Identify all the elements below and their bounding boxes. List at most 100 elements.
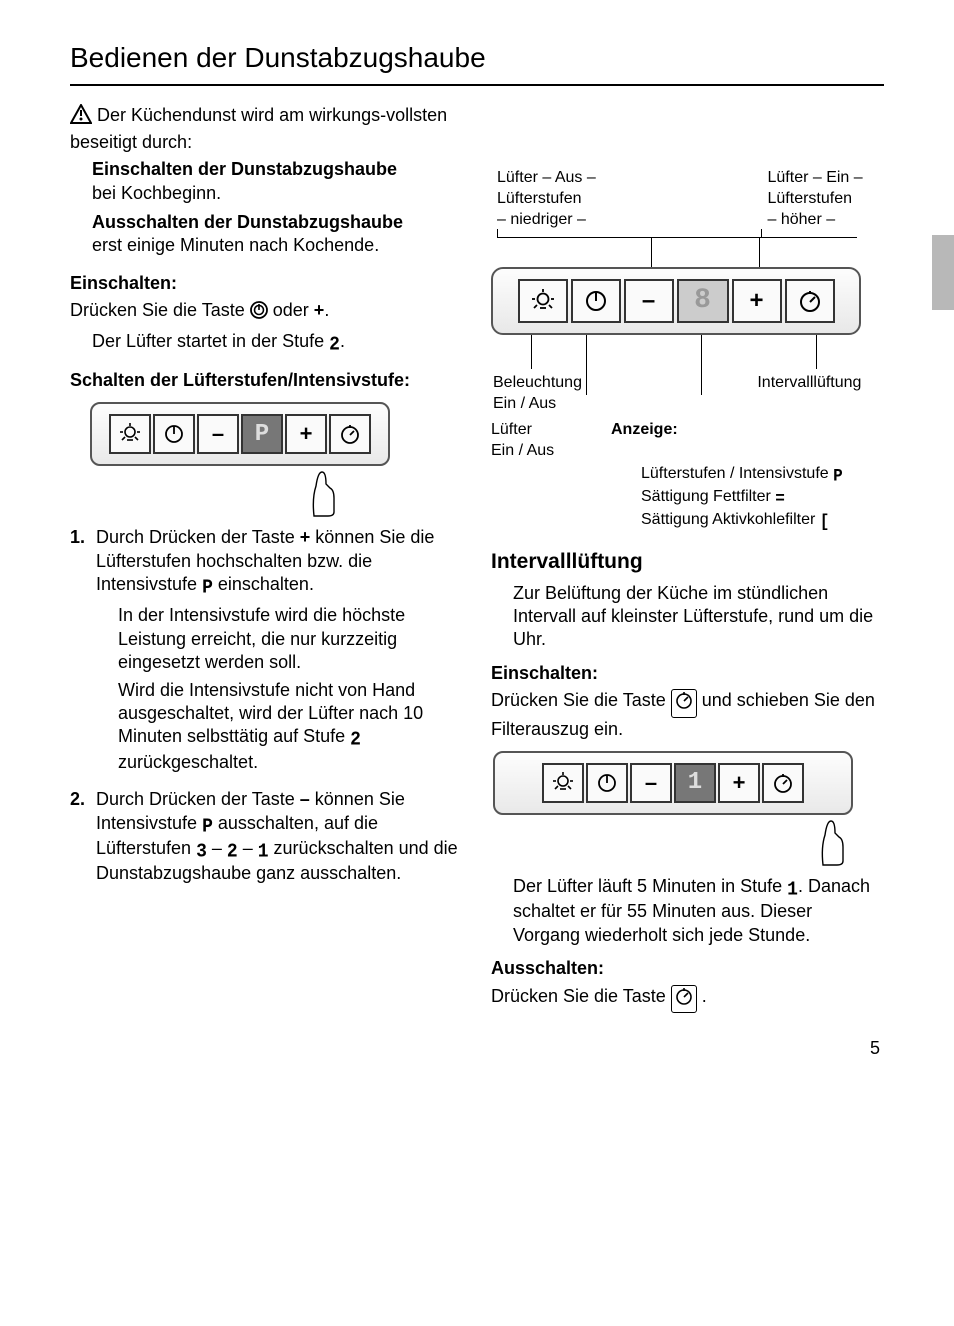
intro-item-1: Einschalten der Dunstabzugshaube bei Koc… (92, 158, 463, 205)
intervall-aus-line: Drücken Sie die Taste . (491, 985, 884, 1013)
control-panel: – 8 + (491, 267, 861, 335)
step-2: 2. Durch Drücken der Taste – können Sie … (70, 788, 463, 886)
seg-digit: 2 (350, 728, 361, 754)
text: Lüfter (491, 421, 532, 438)
text: Wird die Intensivstufe nicht von Hand au… (118, 680, 423, 747)
text: Der Lüfter läuft 5 Minuten in Stufe (513, 876, 787, 896)
plus-button: + (718, 763, 760, 803)
timer-button (785, 279, 835, 323)
anzeige-row-3: Sättigung Aktivkohlefilter [ (641, 510, 884, 531)
step-1-para-b: Wird die Intensivstufe nicht von Hand au… (118, 679, 463, 775)
seg-digit: 2 (329, 332, 340, 358)
seg-digit: 3 (196, 840, 207, 866)
text: Der Lüfter startet in der Stufe (92, 331, 329, 351)
text: – (207, 838, 227, 858)
step-1-para-a: In der Intensivstufe wird die höchste Le… (118, 604, 463, 674)
page-title: Bedienen der Dunstabzugshaube (70, 40, 884, 86)
text: Durch Drücken der Taste (96, 527, 300, 547)
anzeige-row-1: Lüfterstufen / Intensivstufe P (641, 464, 884, 485)
seg-symbol: [ (820, 511, 830, 534)
text: Sättigung Aktivkohlefilter (641, 511, 820, 528)
intro-item-2-bold: Ausschalten der Dunstabzugshaube (92, 212, 403, 232)
label-interval: Intervalllüftung (695, 369, 884, 415)
text: – höher – (768, 211, 836, 228)
power-button (586, 763, 628, 803)
warning-icon (70, 104, 92, 130)
intro-item-2-rest: erst einige Minuten nach Kochende. (92, 235, 379, 255)
step-1: 1. Durch Drücken der Taste + können Sie … (70, 526, 463, 778)
minus-button: – (630, 763, 672, 803)
control-panel-illustration: – P + (90, 402, 390, 466)
text: Ein / Aus (491, 442, 554, 459)
einschalten-line2: Der Lüfter startet in der Stufe 2. (92, 330, 463, 355)
seg-symbol: P (833, 465, 843, 488)
light-button (518, 279, 568, 323)
thumb-index-tab (932, 235, 954, 310)
text: . (340, 331, 345, 351)
text: – (238, 838, 258, 858)
plus-button: + (285, 414, 327, 454)
label-light: Beleuchtung Ein / Aus (491, 369, 695, 415)
text: Lüfterstufen (497, 190, 582, 207)
page-number: 5 (70, 1037, 884, 1060)
einschalten-line1: Drücken Sie die Taste oder +. (70, 299, 463, 325)
timer-icon (671, 689, 697, 717)
stufen-heading: Schalten der Lüfterstufen/Intensivstufe: (70, 369, 463, 392)
text: Durch Drücken der Taste (96, 789, 300, 809)
label-minus: Lüfter – Aus – Lüfterstufen – niedriger … (491, 168, 688, 236)
light-button (109, 414, 151, 454)
seg-digit: P (202, 576, 213, 602)
intro-lead: Der Küchendunst wird am wirkungs-vollste… (70, 104, 463, 154)
text: Lüfter – Ein – (768, 169, 863, 186)
power-button (153, 414, 195, 454)
timer-button (329, 414, 371, 454)
intervall-result: Der Lüfter läuft 5 Minuten in Stufe 1. D… (513, 875, 884, 947)
intro-item-1-bold: Einschalten der Dunstabzugshaube (92, 159, 397, 179)
text: – niedriger – (497, 211, 586, 228)
seg-digit: 1 (787, 878, 798, 904)
text: oder (268, 300, 314, 320)
intervall-intro: Zur Belüftung der Küche im stündlichen I… (513, 582, 884, 652)
einschalten-heading: Einschalten: (70, 272, 463, 295)
plus-symbol: + (314, 300, 325, 320)
light-button (542, 763, 584, 803)
anzeige-row-2: Sättigung Fettfilter = (641, 487, 884, 508)
labeled-control-panel-diagram: Lüfter – Aus – Lüfterstufen – niedriger … (491, 168, 884, 530)
text: . (697, 986, 707, 1006)
anzeige-list: Lüfterstufen / Intensivstufe P Sättigung… (491, 464, 884, 530)
intro-item-2: Ausschalten der Dunstabzugshaube erst ei… (92, 211, 463, 258)
text: zurückgeschaltet. (118, 752, 258, 772)
minus-button: – (624, 279, 674, 323)
display: P (241, 414, 283, 454)
seg-digit: 1 (258, 840, 269, 866)
intervall-ein-heading: Einschalten: (491, 662, 884, 685)
control-panel-interval: – 1 + (493, 751, 853, 815)
text: Beleuchtung (493, 374, 582, 391)
seg-digit: P (202, 814, 213, 840)
text: einschalten. (213, 574, 314, 594)
text: Ein / Aus (493, 395, 556, 412)
timer-icon (671, 985, 697, 1013)
intervall-aus-heading: Ausschalten: (491, 957, 884, 980)
intro-item-1-rest: bei Kochbeginn. (92, 183, 221, 203)
text: Drücken Sie die Taste (491, 986, 671, 1006)
left-column: Der Küchendunst wird am wirkungs-vollste… (70, 104, 463, 1017)
text: Drücken Sie die Taste (70, 300, 250, 320)
text: Lüfterstufen (768, 190, 853, 207)
label-power: Lüfter Ein / Aus (491, 420, 611, 462)
finger-pointer (90, 474, 463, 526)
timer-button (762, 763, 804, 803)
seg-symbol: = (775, 488, 785, 511)
power-icon (250, 301, 268, 325)
step-number: 1. (70, 526, 96, 778)
text: Lüfterstufen / Intensivstufe (641, 465, 833, 482)
anzeige-heading: Anzeige: (611, 420, 678, 462)
intervall-heading: Intervalllüftung (491, 548, 884, 575)
display: 1 (674, 763, 716, 803)
seg-digit: 2 (227, 840, 238, 866)
text: Lüfter – Aus – (497, 169, 596, 186)
text: Sättigung Fettfilter (641, 488, 775, 505)
text: . (324, 300, 329, 320)
intervall-ein-line: Drücken Sie die Taste und schieben Sie d… (491, 689, 884, 741)
step-number: 2. (70, 788, 96, 886)
